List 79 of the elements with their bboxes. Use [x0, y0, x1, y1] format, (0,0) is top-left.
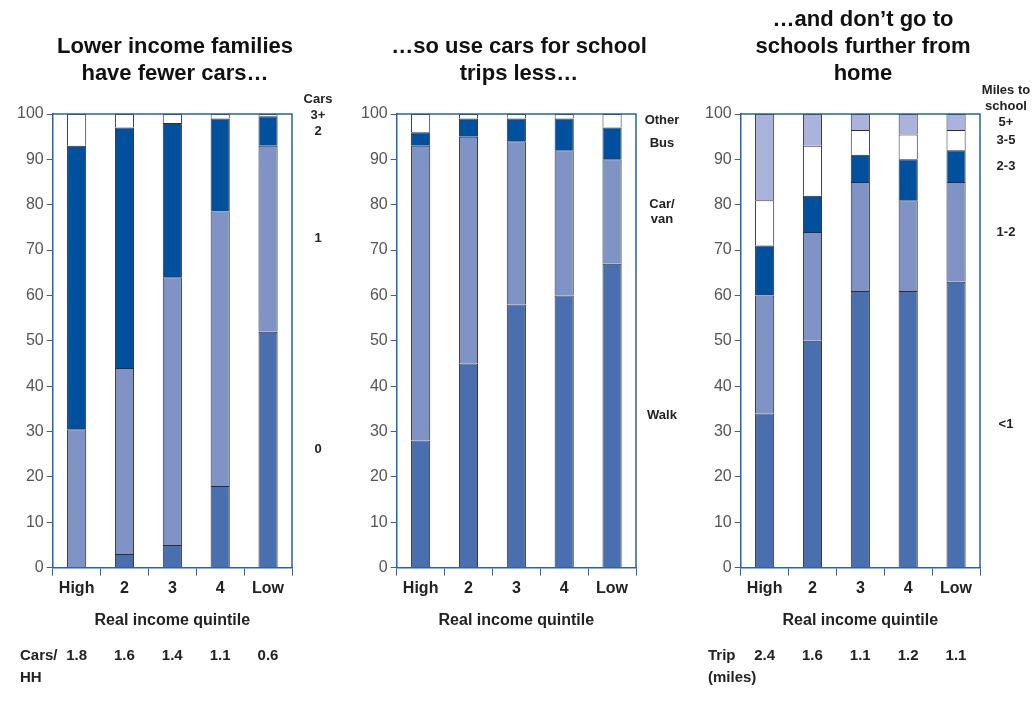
text: Cars/ HH — [20, 645, 58, 687]
x-tick-label: High — [58, 578, 95, 596]
y-tick-label: 40 — [713, 376, 732, 394]
text: 5+ — [998, 113, 1014, 129]
text: 0 — [314, 441, 322, 457]
y-tick-label: 20 — [713, 467, 732, 485]
text: Car/ van — [649, 195, 676, 226]
y-tick-label: 60 — [369, 285, 388, 303]
series-label: Other — [644, 112, 680, 128]
y-tick-label: 40 — [25, 376, 44, 394]
text: 2-3 — [996, 157, 1016, 173]
x-tick-label: 3 — [855, 578, 865, 596]
x-tick-label: 4 — [215, 578, 225, 596]
y-tick-label: 90 — [713, 149, 732, 167]
x-axis-title: Real income quintile — [94, 610, 251, 628]
y-tick-label: 50 — [713, 331, 732, 349]
x-axis-title: Real income quintile — [438, 610, 595, 628]
y-tick-label: 10 — [25, 512, 44, 530]
x-tick-label: Low — [596, 578, 629, 596]
x-tick-label: High — [746, 578, 783, 596]
y-tick-label: 40 — [369, 376, 388, 394]
legend-title: Cars — [303, 90, 333, 106]
x-tick-label: 4 — [559, 578, 569, 596]
y-tick-label: 0 — [722, 558, 732, 576]
x-tick-label: 3 — [167, 578, 177, 596]
x-tick-label: Low — [252, 578, 285, 596]
x-tick-label: 2 — [808, 578, 818, 596]
text: 2 — [314, 122, 322, 138]
y-tick-label: 70 — [25, 240, 44, 258]
x-tick-label: 3 — [511, 578, 521, 596]
text: Walk — [647, 407, 678, 423]
text: Bus — [649, 135, 675, 151]
text: 1.1 — [849, 645, 871, 665]
text: 3-5 — [996, 131, 1016, 147]
x-axis-title: Real income quintile — [782, 610, 939, 628]
y-tick-label: 100 — [360, 104, 388, 122]
text: <1 — [998, 416, 1014, 432]
text: 1.1 — [209, 645, 231, 665]
y-tick-label: 10 — [713, 512, 732, 530]
y-tick-label: 80 — [369, 195, 388, 213]
chart-title: …so use cars for school trips less… — [390, 32, 648, 86]
text: 1.2 — [897, 645, 919, 665]
chart-title: Lower income families have fewer cars… — [56, 32, 294, 86]
y-tick-label: 60 — [713, 285, 732, 303]
text: 1 — [314, 230, 322, 246]
y-tick-label: 80 — [713, 195, 732, 213]
text: 1.1 — [945, 645, 967, 665]
y-tick-label: 30 — [369, 421, 388, 439]
y-tick-label: 0 — [378, 558, 388, 576]
y-tick-label: 90 — [25, 149, 44, 167]
y-tick-label: 30 — [713, 421, 732, 439]
text: 0.6 — [257, 645, 279, 665]
y-tick-label: 70 — [713, 240, 732, 258]
x-tick-label: 2 — [464, 578, 474, 596]
text: 1.6 — [113, 645, 135, 665]
y-tick-label: 0 — [34, 558, 44, 576]
text: 1.6 — [801, 645, 823, 665]
y-tick-label: 60 — [25, 285, 44, 303]
text: 1.4 — [161, 645, 183, 665]
chart-title: …and don’t go to schools further from home — [755, 6, 971, 85]
y-tick-label: 20 — [25, 467, 44, 485]
text: 1-2 — [996, 223, 1016, 239]
y-tick-label: 50 — [25, 331, 44, 349]
x-tick-label: 4 — [903, 578, 913, 596]
legend-title: Miles to school — [981, 81, 1031, 113]
y-tick-label: 70 — [369, 240, 388, 258]
x-tick-label: High — [402, 578, 439, 596]
text: 3+ — [310, 106, 326, 122]
y-tick-label: 50 — [369, 331, 388, 349]
y-tick-label: 80 — [25, 195, 44, 213]
text: 1.8 — [66, 645, 87, 665]
y-tick-label: 10 — [369, 512, 388, 530]
y-tick-label: 100 — [16, 104, 44, 122]
x-tick-label: Low — [940, 578, 973, 596]
y-tick-label: 20 — [369, 467, 388, 485]
x-tick-label: 2 — [120, 578, 130, 596]
y-tick-label: 30 — [25, 421, 44, 439]
y-tick-label: 90 — [369, 149, 388, 167]
y-tick-label: 100 — [704, 104, 732, 122]
